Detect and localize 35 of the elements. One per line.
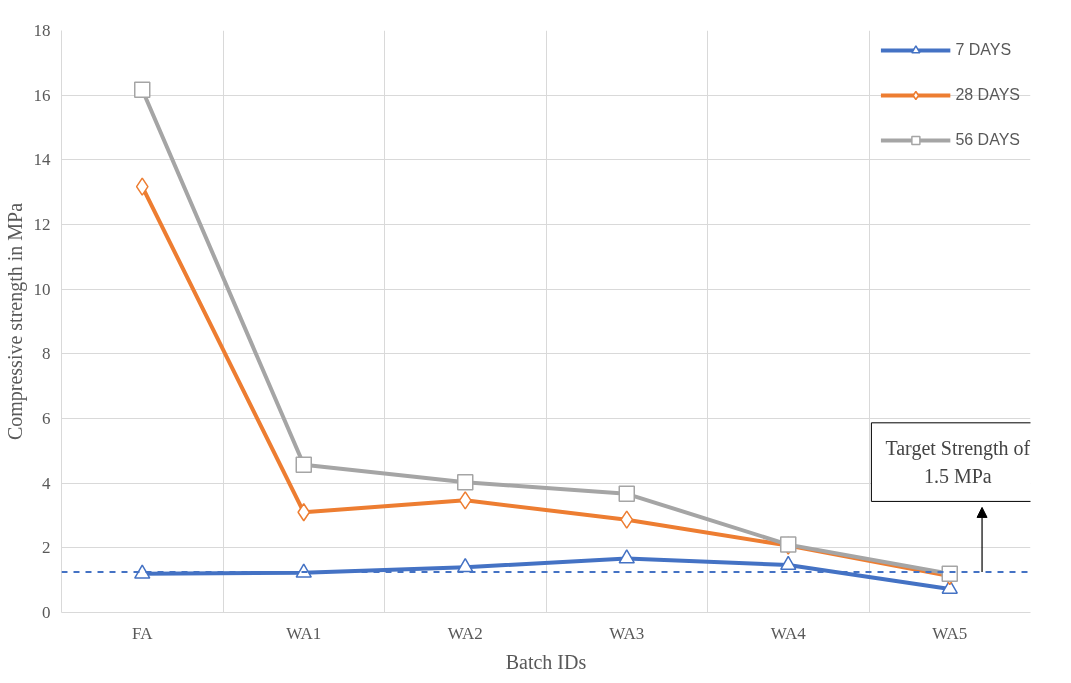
y-tick-label: 2 — [42, 538, 51, 558]
point — [618, 485, 635, 503]
y-tick-label: 4 — [42, 473, 51, 493]
y-tick-label: 0 — [42, 603, 51, 622]
x-tick-label: WA2 — [447, 623, 483, 643]
point — [457, 557, 474, 573]
x-tick-label: WA5 — [932, 623, 968, 643]
point — [941, 565, 958, 582]
y-axis-title: Compressive strength in MPa — [3, 202, 27, 441]
point — [135, 177, 149, 196]
y-tick-label: 14 — [33, 150, 51, 170]
legend-label: 28 DAYS — [955, 86, 1020, 104]
x-axis-title: Batch IDs — [505, 650, 587, 673]
point — [457, 473, 474, 491]
point — [134, 564, 151, 579]
point — [458, 491, 472, 510]
point — [134, 81, 151, 98]
point — [620, 510, 634, 529]
point — [780, 555, 797, 571]
y-tick-label: 18 — [33, 21, 51, 40]
y-tick-label: 8 — [42, 344, 51, 364]
x-tick-label: FA — [132, 623, 154, 643]
legend-label: 56 DAYS — [955, 131, 1020, 149]
x-tick-label: WA1 — [286, 623, 322, 643]
x-tick-label: WA3 — [609, 623, 645, 643]
x-tick-label: WA4 — [770, 623, 807, 643]
y-tick-label: 16 — [33, 85, 51, 105]
ref-line-label: Target Strength of 1.5 MPa — [885, 436, 1031, 488]
point — [295, 456, 312, 473]
y-tick-label: 6 — [42, 409, 51, 428]
legend-label: 7 DAYS — [955, 41, 1012, 59]
y-tick-label: 10 — [33, 279, 51, 299]
y-tick-label: 12 — [33, 215, 51, 234]
point — [297, 503, 311, 522]
point — [618, 549, 635, 564]
